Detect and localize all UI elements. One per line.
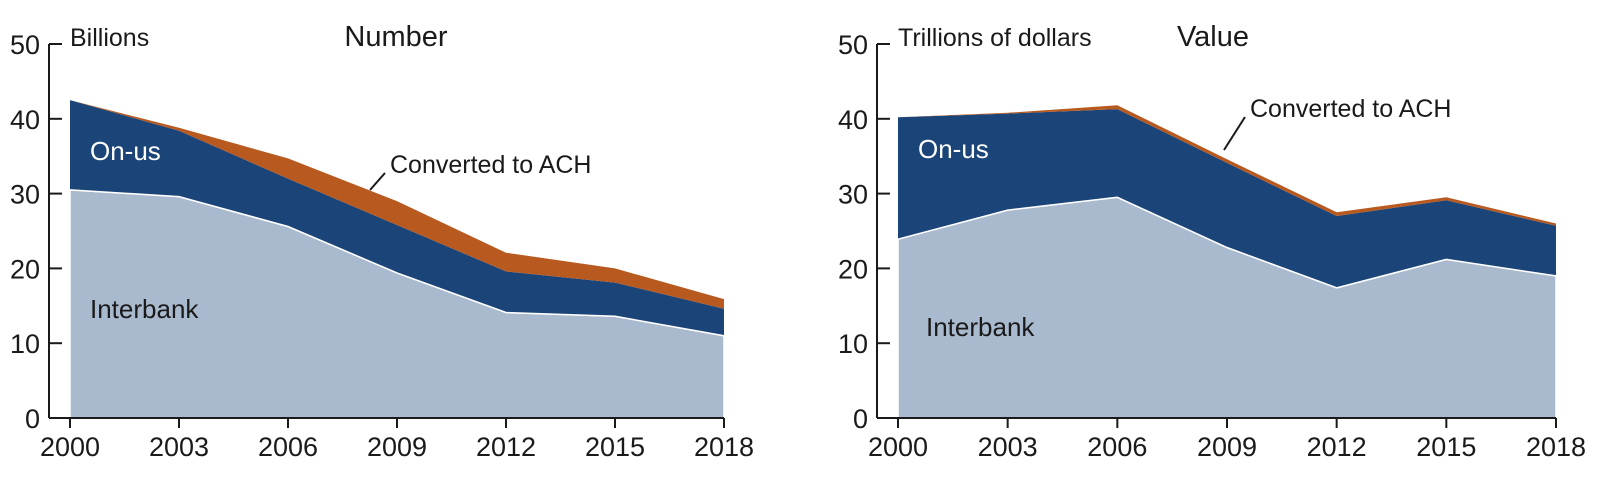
value-y-axis: 0 10 20 30 40 50: [838, 30, 890, 434]
value-y-tick-label: 10: [838, 329, 868, 359]
value-x-tick-label: 2009: [1197, 432, 1257, 462]
number-y-axis: 0 10 20 30 40 50: [10, 30, 62, 434]
value-on-us-label: On-us: [918, 134, 989, 164]
number-interbank-boundary: [69, 189, 725, 337]
value-y-tick-label: 0: [853, 404, 868, 434]
number-converted-to-ach-area: [70, 100, 724, 309]
value-interbank-boundary: [897, 196, 1557, 289]
value-y-tick-label: 20: [838, 254, 868, 284]
value-x-tick-label: 2006: [1087, 432, 1147, 462]
value-x-tick-label: 2015: [1416, 432, 1476, 462]
number-x-tick-label: 2009: [367, 432, 427, 462]
value-y-tick-label: 50: [838, 30, 868, 60]
number-y-tick-label: 20: [10, 254, 40, 284]
value-y-tick-label: 40: [838, 105, 868, 135]
value-interbank-label: Interbank: [926, 312, 1035, 342]
number-areas: [69, 100, 725, 419]
number-y-tick-label: 40: [10, 105, 40, 135]
number-x-tick-label: 2003: [149, 432, 209, 462]
number-on-us-area: [70, 100, 724, 336]
number-unit-label: Billions: [70, 24, 149, 52]
value-annotation-leader: [1223, 116, 1246, 151]
number-annotation-label: Converted to ACH: [390, 151, 592, 179]
value-unit-label: Trillions of dollars: [898, 24, 1092, 52]
number-x-tick-label: 2000: [40, 432, 100, 462]
value-title: Value: [1177, 21, 1249, 53]
number-on-us-label: On-us: [90, 136, 161, 166]
value-x-tick-label: 2003: [978, 432, 1038, 462]
number-x-tick-label: 2012: [476, 432, 536, 462]
value-panel: Trillions of dollars Value 0 10 20 30 40 50 2…: [838, 21, 1586, 462]
number-panel: Billions Number 0 10 20 30 40 50 2000 2003 2006…: [10, 21, 754, 462]
value-annotation-label: Converted to ACH: [1250, 95, 1452, 123]
number-x-tick-label: 2018: [694, 432, 754, 462]
number-interbank-label: Interbank: [90, 294, 199, 324]
number-y-tick-label: 10: [10, 329, 40, 359]
value-x-tick-label: 2018: [1526, 432, 1586, 462]
value-y-tick-label: 30: [838, 180, 868, 210]
number-y-tick-label: 0: [25, 404, 40, 434]
number-x-axis: 2000 2003 2006 2009 2012 2015 2018: [40, 417, 754, 462]
number-annotation-leader: [369, 172, 386, 191]
number-y-tick-label: 30: [10, 180, 40, 210]
number-x-tick-label: 2006: [258, 432, 318, 462]
value-areas: [897, 105, 1557, 419]
number-x-tick-label: 2015: [585, 432, 645, 462]
value-x-tick-label: 2012: [1307, 432, 1367, 462]
number-title: Number: [344, 21, 447, 53]
number-y-tick-label: 50: [10, 30, 40, 60]
value-x-axis: 2000 2003 2006 2009 2012 2015 2018: [868, 417, 1586, 462]
value-on-us-area: [898, 109, 1556, 288]
value-x-tick-label: 2000: [868, 432, 928, 462]
